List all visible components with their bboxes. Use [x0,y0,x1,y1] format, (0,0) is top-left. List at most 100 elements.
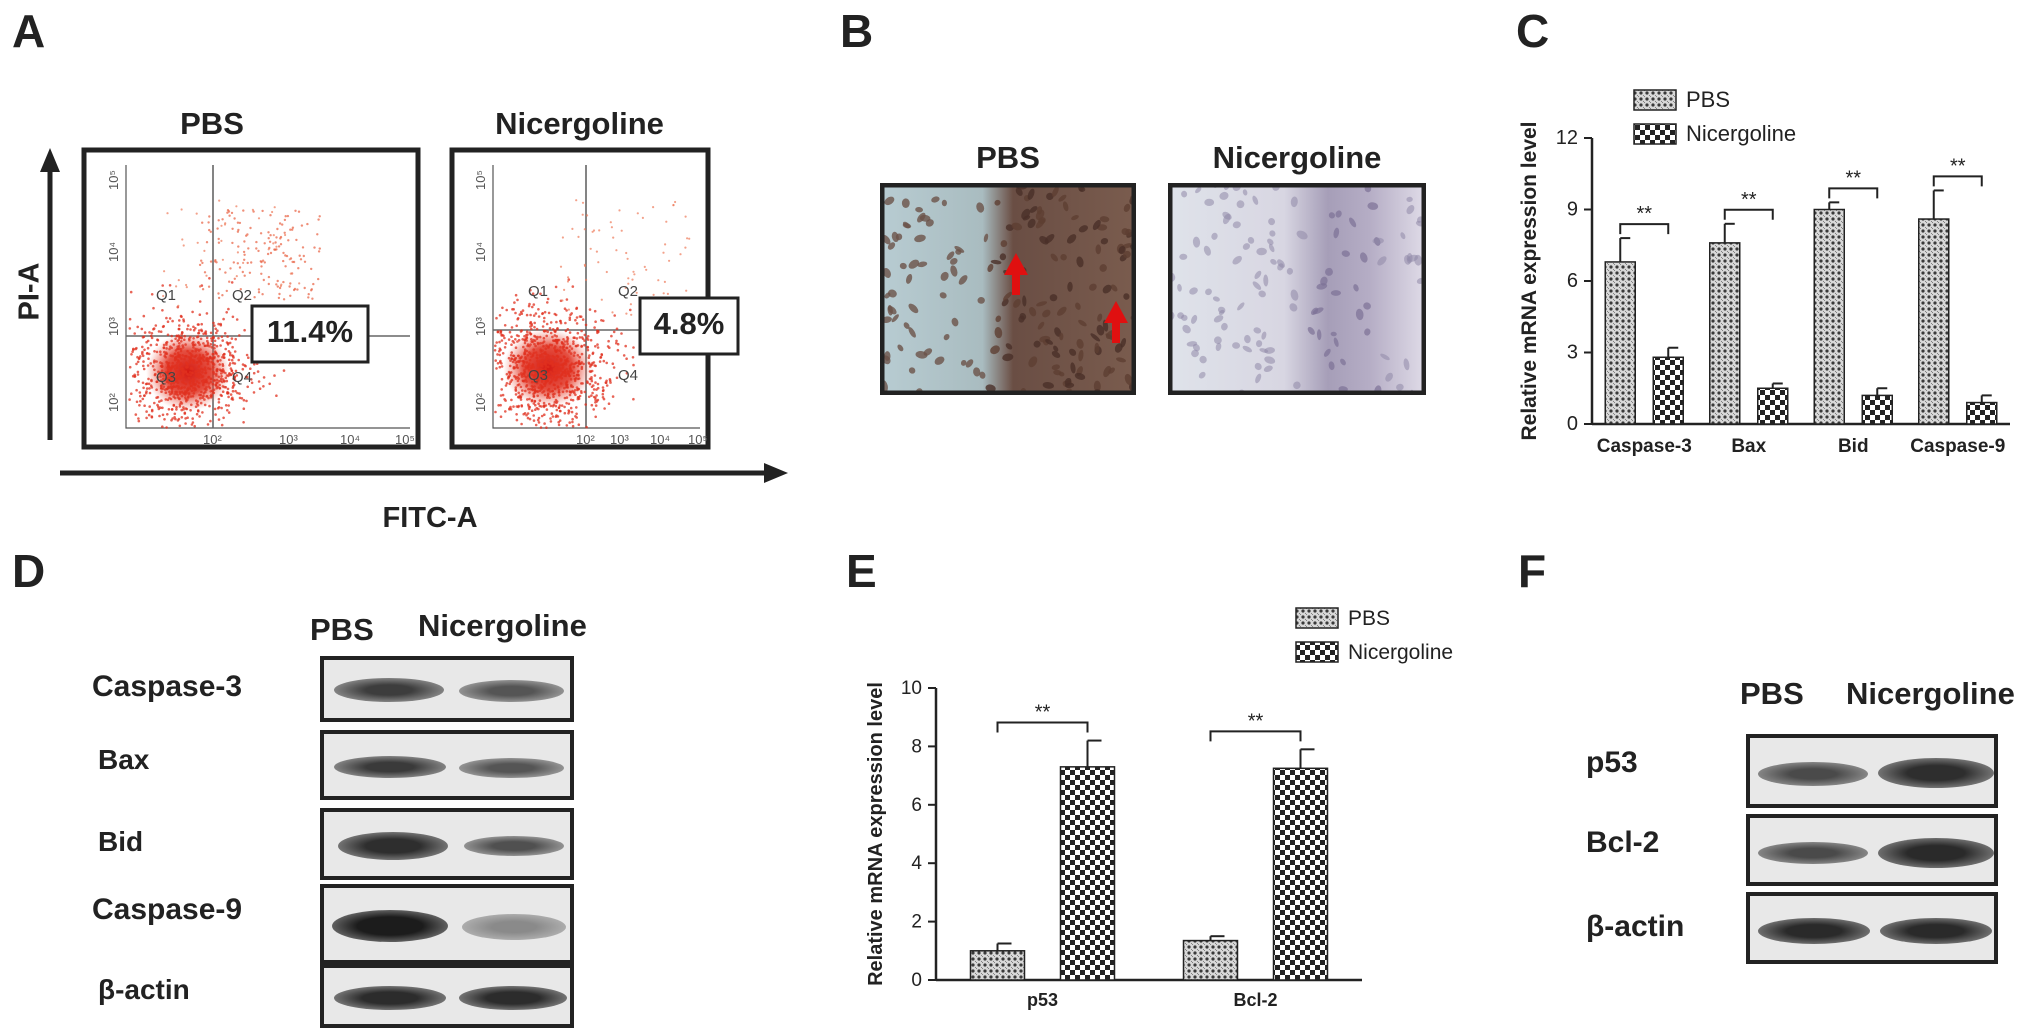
bar-nicergoline-bid [1861,394,1893,425]
y-tick-label: 2 [911,912,922,933]
red-arrow-1 [1004,253,1028,295]
significance-marker: ** [1035,702,1051,724]
bar-nicergoline-bax [1757,387,1789,425]
y-tick-label: 3 [1567,342,1578,364]
x-axis-arrow [60,463,788,483]
flow-plot-title-pbs: PBS [180,106,244,141]
significance-marker: ** [1248,710,1264,732]
y-tick-label: 0 [911,970,922,991]
y-tick-label: 12 [1556,127,1578,149]
blot-f-col-nicergoline: Nicergoline [1846,676,2015,711]
x-axis-label-fitc-a: FITC-A [382,502,478,534]
panel-letter-a: A [12,5,46,57]
quadrant-label: Q3 [528,367,548,384]
y-axis-label: Relative mRNA expression level [1518,121,1541,440]
x-decade-tick: 10³ [610,432,629,447]
blot-d-label-beta-actin: β-actin [98,974,190,1005]
blot-d-label-bax: Bax [98,744,150,775]
quadrant-label: Q2 [232,287,252,304]
x-tick-label-2: Bid [1838,436,1869,457]
legend-swatch-pbs [1633,89,1677,111]
x-decade-tick: 10⁴ [650,432,670,447]
blot-f-label-beta-actin: β-actin [1586,910,1685,943]
blot-d-strip-caspase3 [320,656,574,722]
percent-value-nicergoline: 4.8% [653,306,725,341]
significance-bracket [1828,187,1879,199]
bar-nicergoline-caspase-3 [1652,356,1684,425]
significance-marker: ** [1950,155,1966,177]
bar-nicergoline-caspase-9 [1966,401,1998,425]
x-tick-label-1: Bax [1731,436,1766,457]
y-decade-tick: 10⁵ [106,170,121,190]
blot-d-label-caspase9: Caspase-9 [92,893,243,926]
blot-d-label-bid: Bid [98,826,144,857]
y-tick-label: 6 [1567,270,1578,292]
x-tick-label-3: Caspase-9 [1910,436,2005,457]
significance-marker: ** [1845,167,1861,189]
significance-bracket [1723,208,1774,220]
ihc-image-nicergoline [1168,183,1426,395]
bar-chart-e: 0 2 4 6 8 10 Relative mRNA expression level p53… [865,607,1453,1010]
blot-d-strip-bid [320,808,574,880]
x-decade-tick: 10² [203,432,222,447]
y-axis-label-pi-a: PI-A [13,262,46,321]
bar-chart-c: 0 3 6 9 12 Relative mRNA expression level Casp… [1518,87,2010,457]
blot-f-strip-beta-actin [1746,892,1998,964]
legend-swatch-pbs [1295,607,1339,629]
legend-label-pbs: PBS [1348,607,1390,630]
legend-label-nicergoline: Nicergoline [1348,641,1453,664]
y-axis-label: Relative mRNA expression level [865,682,887,986]
bar-nicergoline-bcl-2 [1272,767,1329,981]
blot-f-label-bcl2: Bcl-2 [1586,826,1660,859]
flow-ticks-pbs: 10² 10³ 10⁴ 10⁵ 10² 10³ 10⁴ 10⁵ [106,170,415,447]
blot-d-strip-beta-actin [320,964,574,1028]
bar-pbs-bax [1709,242,1741,425]
blot-f-strip-p53 [1746,734,1998,808]
quadrant-label: Q4 [232,369,252,386]
y-decade-tick: 10³ [473,317,488,336]
blot-d-col-pbs: PBS [310,612,374,647]
x-decade-tick: 10³ [279,432,298,447]
flow-ticks-nicergoline: 10² 10³ 10⁴ 10⁵ 10² 10³ 10⁴ 10⁵ [473,170,708,447]
panel-letter-c: C [1516,5,1550,57]
y-tick-label: 10 [901,678,922,699]
blot-f-strip-bcl2 [1746,814,1998,886]
y-tick-label: 6 [911,795,922,816]
blot-d-strip-caspase9 [320,884,574,964]
x-decade-tick: 10⁵ [688,432,708,447]
panel-letter-d: D [12,545,46,597]
x-tick-label-0: Caspase-3 [1597,436,1692,457]
scatter-points-nicergoline [493,199,691,430]
significance-bracket [1932,175,1983,187]
y-tick-label: 9 [1567,199,1578,221]
blot-f-label-p53: p53 [1586,746,1638,779]
ihc-image-pbs [880,183,1136,395]
quadrant-label: Q3 [156,369,176,386]
significance-bracket [1209,730,1302,742]
bar-nicergoline-p53 [1059,766,1116,981]
x-tick-label-0: p53 [1027,990,1058,1010]
percent-box-pbs [250,304,370,364]
bar-pbs-p53 [969,950,1026,981]
x-tick-label-1: Bcl-2 [1233,990,1277,1010]
flow-plot-frame-pbs [81,147,421,450]
panel-letter-e: E [846,545,877,597]
red-arrow-2 [1104,301,1128,343]
significance-marker: ** [1741,189,1757,211]
x-decade-tick: 10² [576,432,595,447]
quadrant-label: Q4 [618,367,638,384]
scatter-points-pbs [128,199,321,429]
significance-marker: ** [1636,203,1652,225]
ihc-title-nicergoline: Nicergoline [1212,140,1382,175]
legend-label-nicergoline: Nicergoline [1686,121,1796,146]
flow-plot-title-nicergoline: Nicergoline [495,106,664,141]
bar-pbs-bcl-2 [1182,939,1239,981]
y-decade-tick: 10² [473,393,488,412]
bar-pbs-caspase-9 [1918,218,1950,425]
significance-bracket [996,721,1089,733]
percent-value-pbs: 11.4% [266,314,354,349]
blot-f-col-pbs: PBS [1740,676,1804,711]
significance-bracket [1619,223,1670,235]
y-decade-tick: 10³ [106,317,121,336]
